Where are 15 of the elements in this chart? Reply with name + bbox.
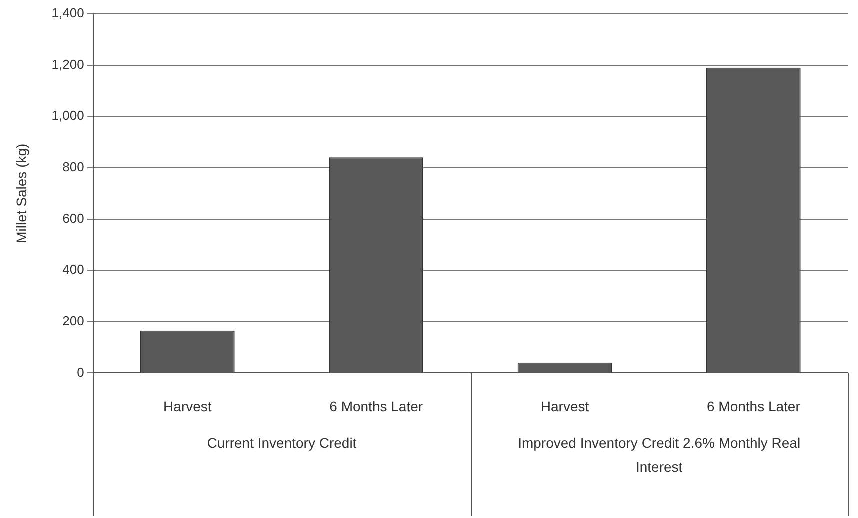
x-tick-label: Harvest [164, 398, 212, 414]
y-tick-label: 400 [62, 262, 84, 278]
x-tick-label: 6 Months Later [706, 398, 801, 414]
x-tick-label: 6 Months Later [330, 398, 424, 414]
y-tick-label: 1,400 [52, 6, 84, 21]
x-tick-label: Harvest [540, 398, 590, 414]
y-axis-title: Millet Sales (kg) [13, 144, 30, 244]
y-tick-label: 800 [62, 160, 84, 175]
y-tick-label: 1,200 [52, 56, 84, 72]
y-tick-label: 200 [62, 313, 84, 328]
text: Improved Inventory Credit 2.6% Monthly Real Interest [518, 435, 801, 476]
y-tick-label: 600 [62, 210, 84, 226]
text: Current Inventory Credit [207, 435, 357, 452]
y-tick-label: 1,000 [52, 108, 84, 124]
y-tick-label: 0 [77, 364, 84, 380]
